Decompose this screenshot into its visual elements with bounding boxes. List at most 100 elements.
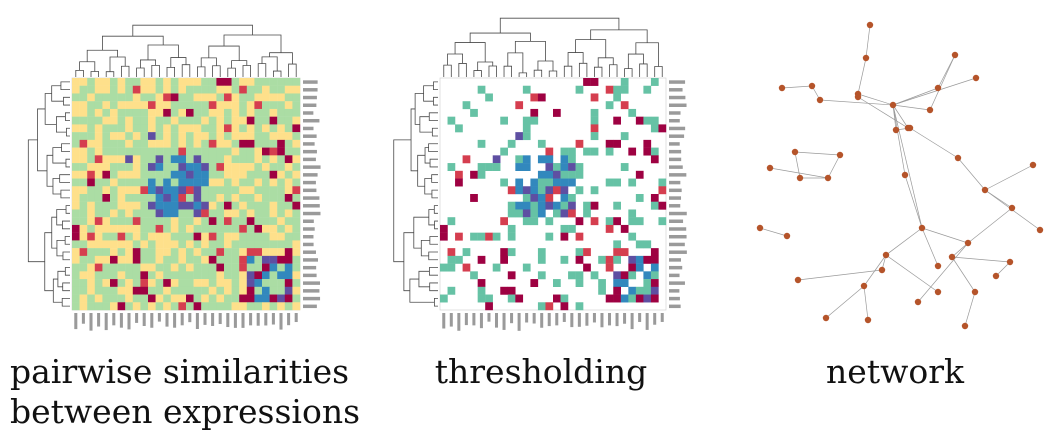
heatmap-cell [178,302,187,311]
heatmap-cell [269,108,278,117]
network-edge [951,256,1011,263]
heatmap-cell [231,302,240,311]
heatmap-cell [254,240,263,249]
dendrogram-link [151,64,160,77]
heatmap-cell [110,116,118,125]
heatmap-cell [500,116,508,125]
network-node [934,262,942,270]
row-tick-label [303,134,317,138]
heatmap-cell [110,263,118,272]
network-node [972,74,980,82]
heatmap-cell [254,147,263,156]
network-node [914,298,922,306]
heatmap-cell [186,286,194,295]
heatmap-cell [277,132,285,141]
heatmap-cell [440,224,448,233]
heatmap-cell [170,279,179,287]
heatmap-cell [117,85,126,94]
heatmap-cell [239,139,247,148]
heatmap-cell [193,163,202,171]
heatmap-cell [515,132,524,141]
heatmap-cell [201,224,209,233]
heatmap-cell [522,116,531,125]
heatmap-cell [125,263,133,272]
heatmap-cell [110,255,118,264]
heatmap-cell [208,302,217,311]
heatmap-cell [132,263,141,272]
heatmap-cell [72,255,80,264]
row-tick-label [669,219,684,223]
heatmap-cell [140,178,149,187]
heatmap-cell [650,147,659,156]
heatmap-cell [117,147,126,156]
heatmap-cell [254,132,263,141]
row-tick-label [669,118,680,123]
heatmap-cell [485,163,493,171]
heatmap-cell [284,224,293,233]
heatmap-cell [269,279,278,287]
row-tick-label [669,265,683,270]
heatmap-cell [94,209,103,218]
heatmap-cell [72,279,80,287]
heatmap-cell [208,209,217,218]
heatmap-cell [277,93,285,102]
heatmap-cell [254,78,263,86]
heatmap-cell [507,186,516,195]
heatmap-cell [455,255,463,264]
dendrogram-link [575,39,607,58]
heatmap-cell [110,139,118,148]
heatmap-cell [216,132,225,141]
heatmap-cell [110,163,118,171]
heatmap-cell [208,286,217,295]
heatmap-cell [94,279,103,287]
heatmap-cell [583,209,591,218]
heatmap-cell [193,155,202,164]
heatmap-cell [231,201,240,210]
heatmap-cell [537,209,546,218]
column-tick-label [532,313,536,324]
heatmap-cell [170,294,179,303]
heatmap-cell [125,93,133,102]
heatmap-cell [94,294,103,303]
heatmap-cell [170,186,179,195]
heatmap-cell [530,186,539,195]
thresholded-heatmap [439,77,667,311]
heatmap-cell [269,163,278,171]
heatmap-cell [628,178,637,187]
heatmap-cell [507,209,516,218]
heatmap-cell [201,271,209,280]
heatmap-cell [277,194,285,202]
row-tick-label [303,211,321,216]
heatmap-cell [292,302,301,311]
heatmap-cell [628,294,637,303]
heatmap-cell [186,108,194,117]
heatmap-cell [125,302,133,311]
row-labels [669,80,687,309]
heatmap-cell [262,240,270,249]
heatmap-cell [125,155,133,164]
heatmap-cell [72,209,80,218]
heatmap-cell [201,217,209,226]
row-tick-label [669,227,687,231]
heatmap-cell [246,271,255,280]
heatmap-cell [269,255,278,264]
heatmap-cell [186,132,194,141]
heatmap-cell [178,209,187,218]
heatmap-cell [72,294,80,303]
heatmap-cell [239,286,247,295]
heatmap-cell [239,194,247,202]
heatmap-cell [277,302,285,311]
heatmap-cell [231,294,240,303]
heatmap-cell [163,101,171,110]
heatmap-cell [239,163,247,171]
heatmap-cell [79,255,88,264]
column-tick-label [203,313,207,325]
column-tick-label [630,313,634,330]
column-tick-label [502,313,506,330]
heatmap-cell [155,116,164,125]
heatmap-cell [110,78,118,86]
heatmap-cell [110,124,118,133]
heatmap-cell [79,194,88,202]
heatmap-cell [492,163,501,171]
heatmap-cell [254,116,263,125]
